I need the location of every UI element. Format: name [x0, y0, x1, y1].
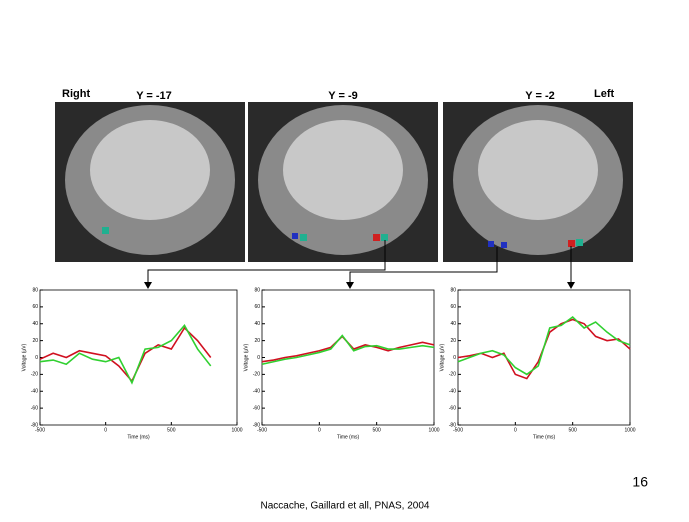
y-tick-label: -80 — [253, 422, 260, 428]
y-tick-label: 20 — [254, 338, 260, 344]
x-axis-label: Time (ms) — [337, 434, 360, 440]
y-tick-label: -20 — [449, 372, 456, 378]
y-tick-label: -80 — [449, 422, 456, 428]
citation: Naccache, Gaillard et all, PNAS, 2004 — [261, 501, 430, 512]
y-axis-label: Voltage (µV) — [243, 343, 249, 371]
label: Y = -9 — [328, 90, 357, 102]
data-line — [457, 315, 631, 376]
brain — [478, 120, 598, 220]
electrode — [300, 234, 307, 241]
label: Left — [594, 88, 615, 100]
label: Y = -2 — [525, 90, 554, 102]
x-tick-label: 500 — [568, 427, 577, 433]
x-tick-label: -500 — [453, 427, 463, 433]
connector — [147, 240, 386, 283]
y-tick-label: -20 — [253, 372, 260, 378]
y-tick-label: -80 — [31, 422, 38, 428]
x-tick-label: 1000 — [231, 427, 242, 433]
electrode — [292, 233, 298, 239]
page-number: 16 — [632, 474, 648, 490]
y-tick-label: 60 — [32, 304, 38, 310]
y-axis-label: Voltage (µV) — [21, 343, 27, 371]
y-tick-label: 0 — [453, 355, 456, 361]
y-tick-label: -40 — [449, 389, 456, 395]
x-tick-label: 1000 — [624, 427, 635, 433]
y-tick-label: 60 — [254, 304, 260, 310]
y-tick-label: -60 — [31, 405, 38, 411]
y-tick-label: 60 — [450, 304, 456, 310]
x-tick-label: 0 — [514, 427, 517, 433]
y-tick-label: 20 — [32, 338, 38, 344]
x-axis-label: Time (ms) — [533, 434, 556, 440]
y-tick-label: 20 — [450, 338, 456, 344]
data-line — [261, 334, 435, 366]
y-tick-label: -40 — [253, 389, 260, 395]
x-tick-label: 500 — [372, 427, 381, 433]
electrode — [373, 234, 380, 241]
mri-images — [55, 102, 633, 262]
arrowhead — [346, 282, 354, 289]
y-tick-label: 80 — [254, 287, 260, 293]
y-tick-label: 0 — [35, 355, 38, 361]
y-axis-label: Voltage (µV) — [439, 343, 445, 371]
arrowhead — [567, 282, 575, 289]
x-tick-label: 0 — [318, 427, 321, 433]
label: Y = -17 — [136, 90, 172, 102]
electrode — [102, 227, 109, 234]
y-tick-label: 40 — [450, 321, 456, 327]
connector — [349, 247, 498, 283]
y-tick-label: 80 — [450, 287, 456, 293]
electrode — [576, 239, 583, 246]
connectors — [147, 240, 572, 283]
x-tick-label: -500 — [257, 427, 267, 433]
y-tick-label: -60 — [449, 405, 456, 411]
x-tick-label: 500 — [167, 427, 176, 433]
electrode — [568, 240, 575, 247]
brain — [283, 120, 403, 220]
data-line — [39, 326, 212, 383]
y-tick-label: -40 — [31, 389, 38, 395]
x-tick-label: 1000 — [428, 427, 439, 433]
arrowheads — [144, 282, 575, 289]
arrowhead — [144, 282, 152, 289]
x-tick-label: -500 — [35, 427, 45, 433]
y-tick-label: 40 — [254, 321, 260, 327]
y-tick-label: -20 — [31, 372, 38, 378]
y-tick-label: 40 — [32, 321, 38, 327]
x-axis-label: Time (ms) — [127, 434, 150, 440]
x-tick-label: 0 — [104, 427, 107, 433]
electrode — [381, 234, 388, 241]
label: Right — [62, 88, 90, 100]
electrode — [488, 241, 494, 247]
data-line — [39, 324, 212, 385]
electrode — [501, 242, 507, 248]
y-tick-label: -60 — [253, 405, 260, 411]
y-tick-label: 80 — [32, 287, 38, 293]
y-tick-label: 0 — [257, 355, 260, 361]
brain — [90, 120, 210, 220]
